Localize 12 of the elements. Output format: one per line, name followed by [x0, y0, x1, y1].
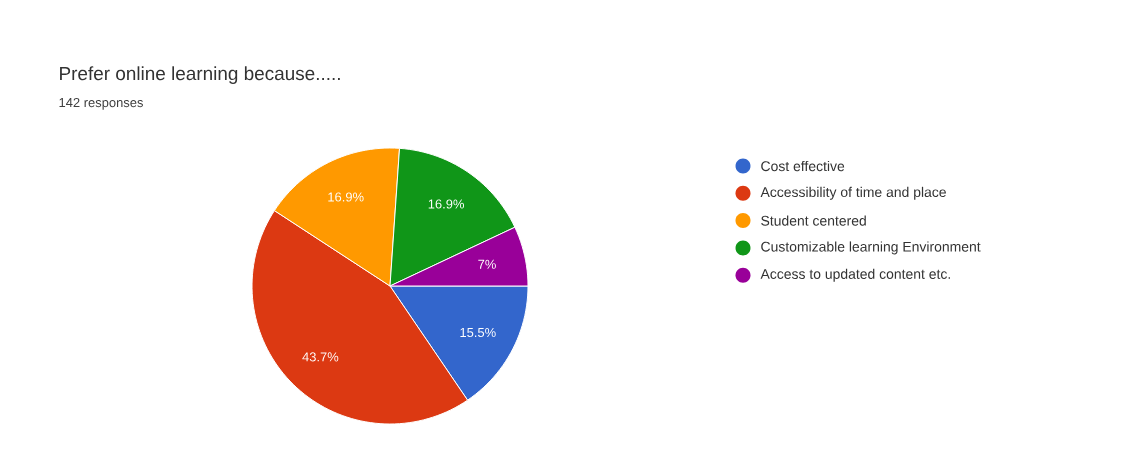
- data-label: 7%: [478, 259, 496, 269]
- chart-title: Prefer online learning because.....: [60, 66, 340, 84]
- legend-label: Cost effective: [761, 160, 845, 172]
- data-label: 16.9%: [328, 192, 364, 202]
- legend-label: Customizable learning Environment: [761, 241, 981, 255]
- data-label: 15.5%: [460, 327, 496, 338]
- legend-label: Access to updated content etc.: [760, 268, 950, 282]
- legend-label: Student centered: [761, 215, 866, 226]
- data-label: 16.9%: [428, 199, 464, 209]
- legend-label: Accessibility of time and place: [760, 186, 946, 200]
- text: 142 responses: [59, 97, 143, 110]
- data-label: 43.7%: [302, 352, 339, 362]
